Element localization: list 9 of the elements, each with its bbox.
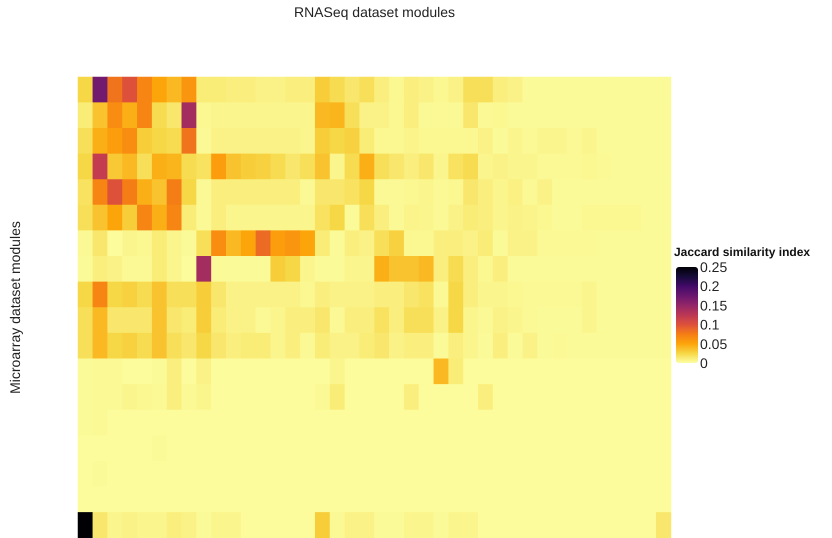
y-axis-title: Microarray dataset modules [7,221,23,394]
color-bar-label: 0.15 [700,297,728,314]
color-bar-title: Jaccard similarity index [674,245,810,259]
color-bar-label: 0.05 [700,336,728,352]
color-bar-label: 0.1 [700,316,720,333]
color-bar-label: 0.2 [700,278,720,294]
color-bar-label: 0.25 [700,259,728,275]
x-axis-title: RNASeq dataset modules [294,4,456,20]
color-bar-label: 0 [700,355,708,371]
